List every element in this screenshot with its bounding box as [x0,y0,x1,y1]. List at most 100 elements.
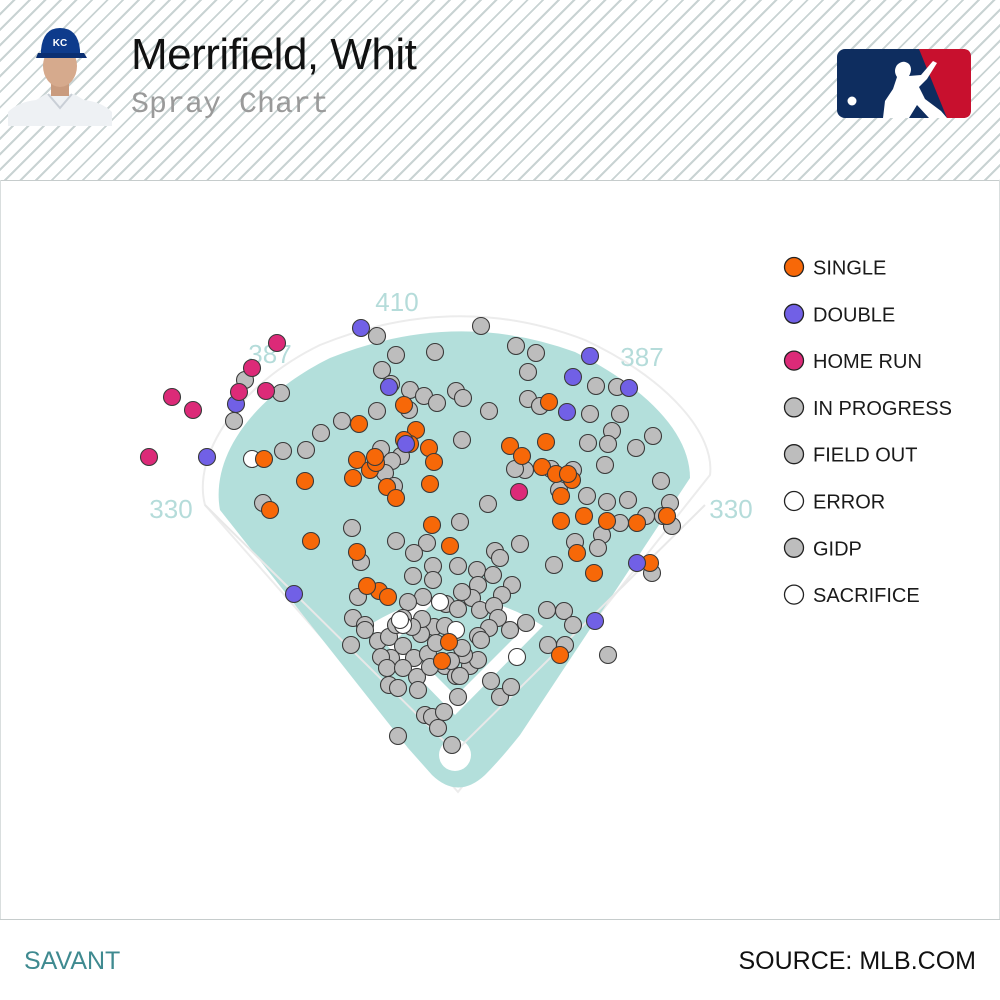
field-out-point [483,565,503,585]
field-out-point [481,671,501,691]
single-point [500,436,520,456]
single-point [386,488,406,508]
home-run-point [242,358,262,378]
double-point [619,378,639,398]
legend-label-in-progress: IN PROGRESS [813,398,952,420]
field-out-point [393,658,413,678]
double-point [580,346,600,366]
field-out-point [580,404,600,424]
legend-item-double: DOUBLE [783,303,895,326]
field-out-point [651,471,671,491]
field-out-point [610,404,630,424]
field-out-point [467,560,487,580]
legend-swatch-home-run [783,350,805,371]
single-point [347,450,367,470]
double-point [351,318,371,338]
left-border [0,180,1,920]
left-foul-line [204,504,456,753]
legend-item-sacrifice: SACRIFICE [783,584,920,607]
single-point [439,632,459,652]
footer-source-label: SOURCE: MLB.COM [738,947,976,975]
field-out-point [577,486,597,506]
field-out-point [578,433,598,453]
field-out-point [563,615,583,635]
double-point [563,367,583,387]
single-point [394,395,414,415]
single-point [567,543,587,563]
field-out-point [537,600,557,620]
legend-item-field-out: FIELD OUT [783,444,917,467]
single-point [343,468,363,488]
home-run-point [256,381,276,401]
field-out-point [398,592,418,612]
field-out-point [428,718,448,738]
single-point [551,511,571,531]
field-out-point [506,336,526,356]
field-out-point [598,645,618,665]
svg-text:KC: KC [53,38,67,49]
legend-swatch-single [783,256,805,278]
home-run-point [229,382,249,402]
legend-label-home-run: HOME RUN [813,351,922,373]
field-out-point [332,411,352,431]
single-point [422,515,442,535]
legend-swatch-in-progress [783,397,805,418]
field-out-point [453,388,473,408]
distance-marker-330: 330 [709,494,752,524]
field-out-point [516,613,536,633]
field-out-point [554,601,574,621]
field-out-point [393,636,413,656]
home-run-point [183,400,203,420]
single-point [536,432,556,452]
legend-label-double: DOUBLE [813,304,895,326]
field-out-point [355,620,375,640]
field-out-point [597,492,617,512]
field-out-point [586,376,606,396]
field-out-point [386,531,406,551]
player-headshot-icon: KC [8,28,112,126]
single-point [424,452,444,472]
legend-swatch-error [783,490,805,512]
field-out-point [386,345,406,365]
legend-item-single: SINGLE [783,256,886,280]
field-out-point [448,687,468,707]
footer-divider [0,919,1000,920]
legend-swatch-double [783,303,805,324]
home-run-point [267,333,287,353]
footer-savant-label: SAVANT [24,947,121,975]
double-point [379,377,399,397]
field-out-point [510,534,530,554]
legend-item-gidp: GIDP [783,537,862,560]
field-out-point [588,538,608,558]
distance-marker-387: 387 [620,342,663,372]
double-point [396,434,416,454]
field-out-point [413,587,433,607]
single-point [584,563,604,583]
single-point [378,587,398,607]
field-out-point [490,548,510,568]
double-point [197,447,217,467]
field-out-point [450,512,470,532]
single-point [551,486,571,506]
single-point [357,576,377,596]
single-point [574,506,594,526]
field-out-point [626,438,646,458]
field-out-point [273,441,293,461]
field-out-point [434,702,454,722]
home-run-point [162,387,182,407]
single-point [512,446,532,466]
field-out-point [377,658,397,678]
hit-points [139,316,682,755]
single-point [301,531,321,551]
single-point [365,447,385,467]
legend-label-sacrifice: SACRIFICE [813,585,920,607]
legend-swatch-field-out [783,444,805,465]
field-out-point [544,555,564,575]
field-out-point [595,455,615,475]
field-out-point [518,362,538,382]
single-point [597,511,617,531]
header-banner: KC Merrifield, Whit Spray Chart [0,0,1000,181]
field-out-point [450,666,470,686]
error-point [390,610,410,630]
double-point [627,553,647,573]
